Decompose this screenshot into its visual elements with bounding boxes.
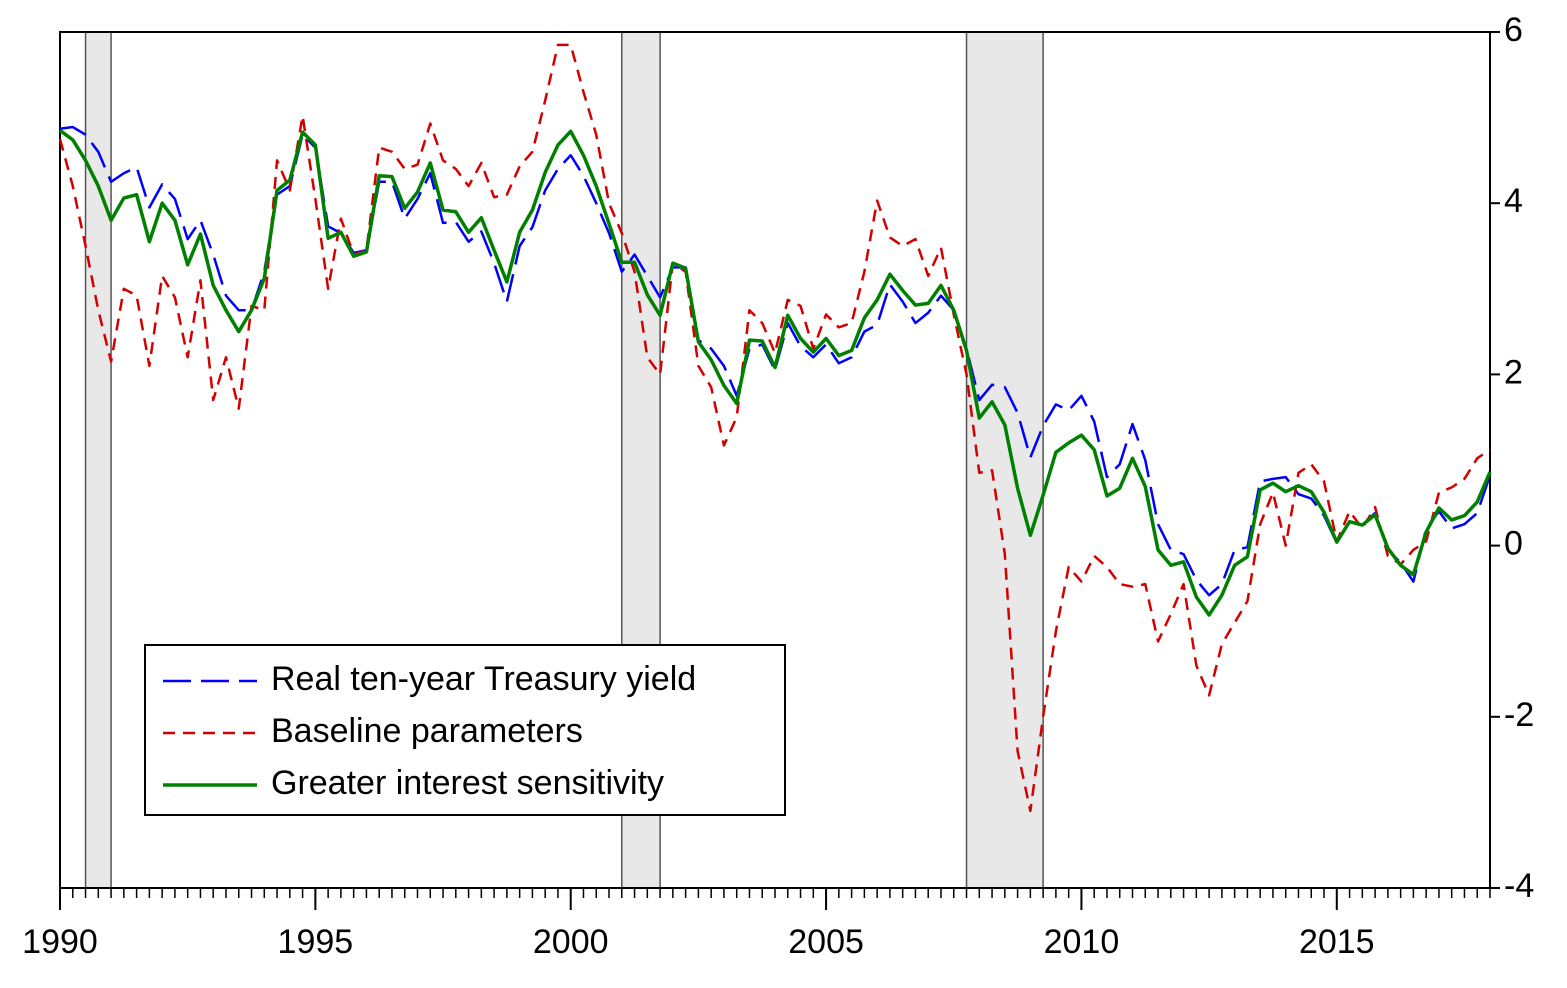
legend-label: Greater interest sensitivity: [271, 764, 664, 802]
y-tick-label: -2: [1504, 696, 1534, 734]
series-line: [58, 129, 1492, 617]
x-tick-label: 2000: [533, 923, 609, 961]
legend-label: Baseline parameters: [271, 712, 583, 750]
y-tick-label: 4: [1504, 182, 1523, 220]
shaded-period: [84, 31, 112, 889]
y-tick-label: -4: [1504, 867, 1534, 905]
y-tick-label: 2: [1504, 353, 1523, 391]
x-tick-label: 2005: [788, 923, 864, 961]
series-line: [58, 43, 1491, 813]
x-tick-label: 2015: [1299, 923, 1375, 961]
legend-label: Real ten-year Treasury yield: [271, 660, 696, 698]
shaded-period: [965, 31, 1044, 889]
x-tick-label: 1990: [22, 923, 98, 961]
x-tick-label: 2010: [1044, 923, 1120, 961]
x-tick-label: 1995: [278, 923, 354, 961]
y-tick-label: 6: [1504, 11, 1523, 49]
y-tick-label: 0: [1504, 525, 1523, 563]
